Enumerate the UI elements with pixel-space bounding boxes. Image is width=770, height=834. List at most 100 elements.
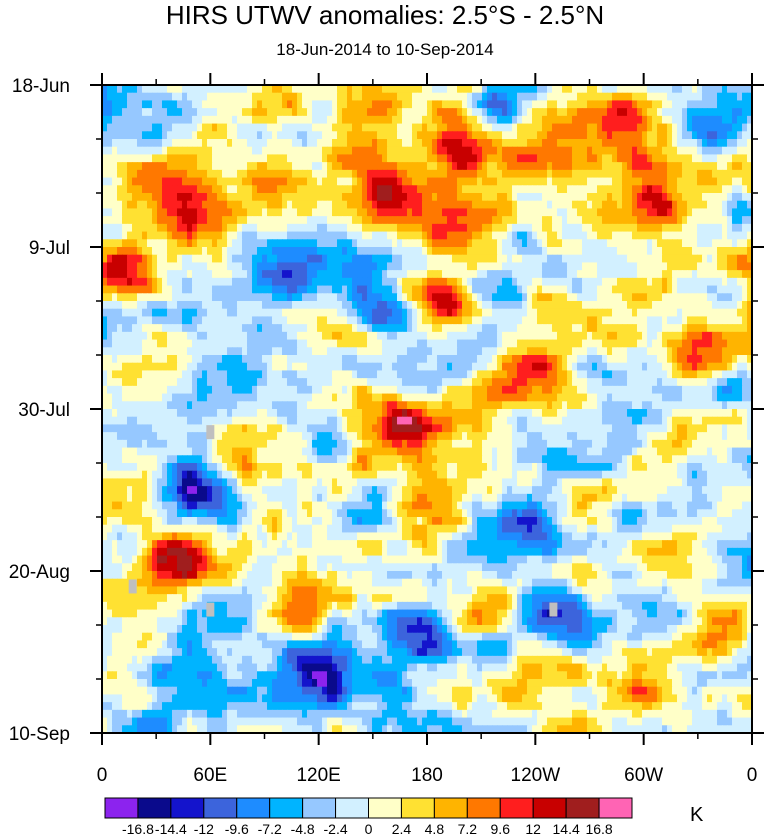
field-cell: [192, 193, 198, 202]
field-cell: [632, 293, 638, 302]
field-cell: [332, 108, 338, 117]
field-cell: [287, 239, 293, 248]
field-cell: [302, 193, 308, 202]
field-cell: [587, 293, 593, 302]
field-cell: [292, 262, 298, 271]
field-cell: [677, 177, 683, 186]
field-cell: [647, 123, 653, 132]
field-cell: [707, 123, 713, 132]
field-cell: [742, 162, 748, 171]
field-cell: [157, 216, 163, 225]
field-cell: [242, 185, 248, 194]
field-cell: [567, 324, 573, 333]
field-cell: [127, 370, 133, 379]
field-cell: [422, 100, 428, 109]
field-cell: [242, 169, 248, 179]
field-cell: [337, 223, 343, 233]
field-cell: [412, 208, 418, 217]
field-cell: [172, 146, 178, 156]
field-cell: [562, 200, 568, 210]
field-cell: [297, 115, 303, 125]
field-cell: [107, 331, 113, 341]
field-cell: [492, 216, 498, 225]
field-cell: [292, 324, 298, 333]
field-cell: [212, 185, 218, 194]
field-cell: [627, 131, 633, 140]
field-cell: [597, 362, 603, 372]
field-cell: [147, 193, 153, 202]
field-cell: [507, 108, 513, 117]
field-cell: [407, 193, 413, 202]
field-cell: [737, 146, 743, 156]
field-cell: [102, 370, 108, 379]
field-cell: [477, 100, 483, 109]
field-cell: [622, 185, 628, 194]
field-cell: [492, 123, 498, 132]
field-cell: [292, 301, 298, 310]
field-cell: [742, 139, 748, 148]
field-cell: [137, 362, 143, 372]
field-cell: [567, 100, 573, 109]
field-cell: [192, 216, 198, 225]
field-cell: [377, 162, 383, 171]
field-cell: [617, 169, 623, 179]
field-cell: [632, 308, 638, 318]
field-cell: [157, 316, 163, 325]
field-cell: [187, 177, 193, 186]
field-cell: [747, 355, 753, 364]
field-cell: [242, 123, 248, 132]
field-cell: [117, 362, 123, 372]
field-cell: [562, 216, 568, 225]
field-cell: [137, 169, 143, 179]
field-cell: [567, 169, 573, 179]
field-cell: [362, 277, 368, 287]
field-cell: [302, 115, 308, 125]
field-cell: [427, 169, 433, 179]
field-cell: [402, 177, 408, 186]
field-cell: [707, 239, 713, 248]
field-cell: [657, 262, 663, 271]
field-cell: [397, 154, 403, 163]
field-cell: [427, 223, 433, 233]
field-cell: [427, 185, 433, 194]
field-cell: [297, 92, 303, 102]
field-cell: [547, 208, 553, 217]
field-cell: [747, 270, 753, 279]
field-cell: [587, 223, 593, 233]
field-cell: [207, 146, 213, 156]
field-cell: [237, 370, 243, 379]
field-cell: [742, 216, 748, 225]
field-cell: [642, 339, 648, 348]
field-cell: [312, 177, 318, 186]
field-cell: [542, 193, 548, 202]
field-cell: [432, 324, 438, 333]
field-cell: [392, 355, 398, 364]
field-cell: [462, 108, 468, 117]
field-cell: [362, 301, 368, 310]
field-cell: [647, 355, 653, 364]
field-cell: [647, 115, 653, 125]
field-cell: [717, 254, 723, 264]
field-cell: [427, 324, 433, 333]
field-cell: [707, 208, 713, 217]
field-cell: [547, 331, 553, 341]
field-cell: [652, 331, 658, 341]
field-cell: [207, 185, 213, 194]
field-cell: [202, 362, 208, 372]
field-cell: [342, 324, 348, 333]
field-cell: [192, 347, 198, 356]
field-cell: [582, 123, 588, 132]
field-cell: [157, 254, 163, 264]
field-cell: [742, 293, 748, 302]
field-cell: [727, 293, 733, 302]
field-cell: [422, 270, 428, 279]
field-cell: [597, 331, 603, 341]
field-cell: [307, 131, 313, 140]
field-cell: [242, 378, 248, 387]
field-cell: [202, 231, 208, 240]
field-cell: [562, 115, 568, 125]
field-cell: [272, 154, 278, 163]
field-cell: [632, 100, 638, 109]
field-cell: [437, 301, 443, 310]
field-cell: [497, 115, 503, 125]
